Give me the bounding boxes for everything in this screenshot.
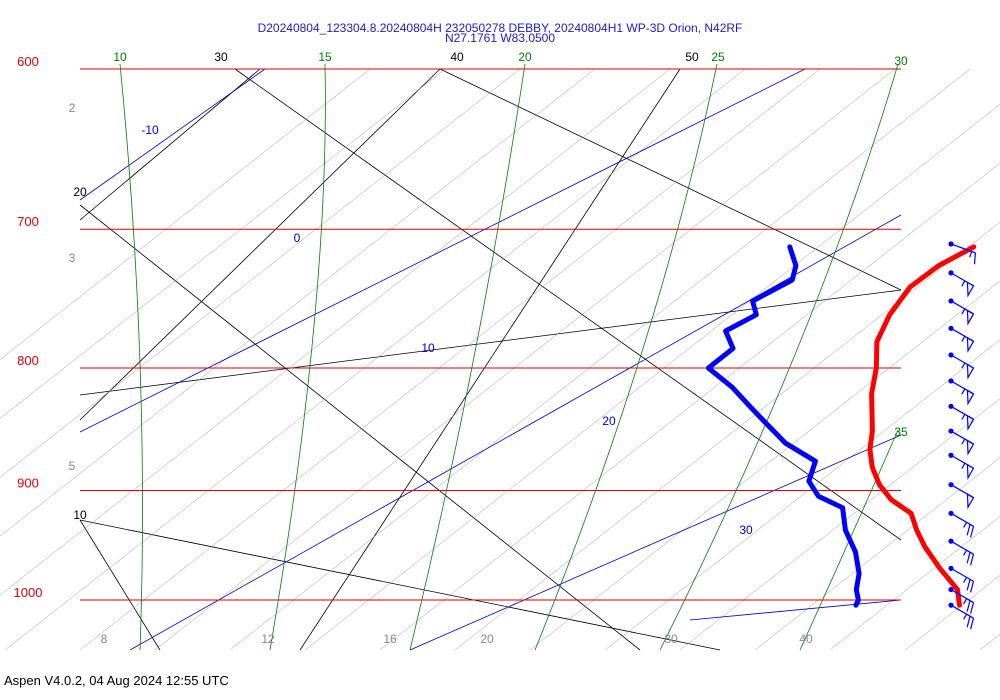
mixing-ratio-label: -10 <box>141 123 159 137</box>
wind-barb <box>948 403 975 431</box>
wind-barb <box>948 241 977 265</box>
wind-barb <box>948 602 975 630</box>
moist-adiabat-curve <box>269 63 326 651</box>
mixing-ratio-line <box>689 599 902 621</box>
pressure-label: 600 <box>17 54 39 69</box>
moist-adiabat-label: 10 <box>113 50 127 64</box>
temperature-curve <box>867 244 977 608</box>
wind-barb <box>948 452 975 480</box>
moist-adiabat-curve <box>659 63 899 651</box>
isotherm-label: 20 <box>73 185 87 199</box>
isotherm-line <box>299 68 681 651</box>
moist-adiabat-label: 25 <box>711 50 725 64</box>
wind-barb <box>948 510 975 538</box>
mixing-ratio-line <box>79 68 266 201</box>
gray-guide-line <box>79 68 821 651</box>
gray-guide-line <box>229 68 971 651</box>
mixing-ratio-label: 20 <box>602 414 616 428</box>
gray-guide-line <box>754 457 1000 651</box>
dry-adiabat-label: 8 <box>101 632 108 646</box>
dry-adiabat-label: 20 <box>480 632 494 646</box>
dry-adiabat-label: 40 <box>799 632 813 646</box>
gray-guide-line <box>379 162 1000 651</box>
gray-guide-line <box>154 68 896 651</box>
wind-barb <box>948 378 975 406</box>
moist-adiabat-curve <box>534 63 718 651</box>
chart-title-line1: D20240804_123304.8.20240804H 232050278 D… <box>258 21 743 35</box>
chart-title-line2: N27.1761 W83.0500 <box>445 31 555 45</box>
dry-adiabat-label: 30 <box>664 632 678 646</box>
isotherm-label: 10 <box>73 508 87 522</box>
moist-adiabat-label: 15 <box>318 50 332 64</box>
wind-barbs <box>948 241 977 630</box>
mixing-ratio-line <box>129 214 902 651</box>
wind-barb <box>948 565 975 593</box>
pressure-label: 1000 <box>14 585 43 600</box>
wind-barb <box>948 270 975 298</box>
sounding-series <box>705 244 977 608</box>
footer-version-stamp: Aspen V4.0.2, 04 Aug 2024 12:55 UTC <box>4 673 229 688</box>
moist-adiabat-curve <box>119 63 143 651</box>
gray-guide-line <box>0 68 521 478</box>
wind-barb <box>948 482 975 510</box>
pressure-label: 900 <box>17 475 39 490</box>
mixing-ratio-label: 10 <box>421 341 435 355</box>
mixing-ratio-line <box>409 434 902 651</box>
dewpoint-curve <box>705 244 862 608</box>
isobars: 600 700 800 900 1000 <box>14 54 901 601</box>
mixing-ratio-label: 30 <box>739 523 753 537</box>
dry-adiabat-line <box>79 204 641 651</box>
gray-guide-line <box>0 68 596 537</box>
isotherm-label: 40 <box>450 50 464 64</box>
wind-barb <box>948 538 975 566</box>
moist-adiabat-label: 20 <box>518 50 532 64</box>
background-lines <box>0 63 1000 651</box>
mixing-ratio-line <box>79 68 806 433</box>
dry-adiabat-label: 5 <box>69 459 76 473</box>
gray-guide-line <box>4 68 746 651</box>
dry-adiabat-label: 12 <box>261 632 275 646</box>
dry-adiabat-label: 3 <box>69 251 76 265</box>
dry-adiabat-label: 2 <box>69 101 76 115</box>
wind-barb <box>948 298 975 326</box>
pressure-label: 800 <box>17 353 39 368</box>
gray-guide-line <box>529 280 1000 651</box>
wind-barb <box>948 586 975 614</box>
isotherm-line <box>79 289 902 396</box>
pressure-label: 700 <box>17 214 39 229</box>
moist-adiabat-curve <box>409 63 526 651</box>
gray-guide-line <box>979 633 1000 651</box>
mixing-ratio-label: 0 <box>294 231 301 245</box>
gray-guide-line <box>0 68 446 419</box>
moist-adiabat-label: 35 <box>894 425 908 439</box>
isotherm-label: 30 <box>214 50 228 64</box>
wind-barb <box>948 428 975 456</box>
wind-barb <box>948 325 975 353</box>
gray-guide-line <box>454 221 1000 651</box>
gray-guide-line <box>904 575 1000 651</box>
isotherm-label: 50 <box>685 50 699 64</box>
gray-guide-line <box>679 398 1000 651</box>
moist-adiabat-label: 30 <box>894 54 908 68</box>
dry-adiabat-line <box>79 519 721 651</box>
gray-guide-line <box>304 104 1000 651</box>
dry-adiabat-line <box>234 68 902 541</box>
gray-guide-line <box>829 516 1000 651</box>
wind-barb <box>948 352 975 380</box>
gray-guide-line <box>0 68 371 360</box>
gray-guide-line <box>604 339 1000 651</box>
dry-adiabat-label: 16 <box>383 632 397 646</box>
gray-guide-line <box>0 68 671 596</box>
isotherm-line <box>79 519 161 651</box>
dry-adiabat-line <box>439 68 902 291</box>
